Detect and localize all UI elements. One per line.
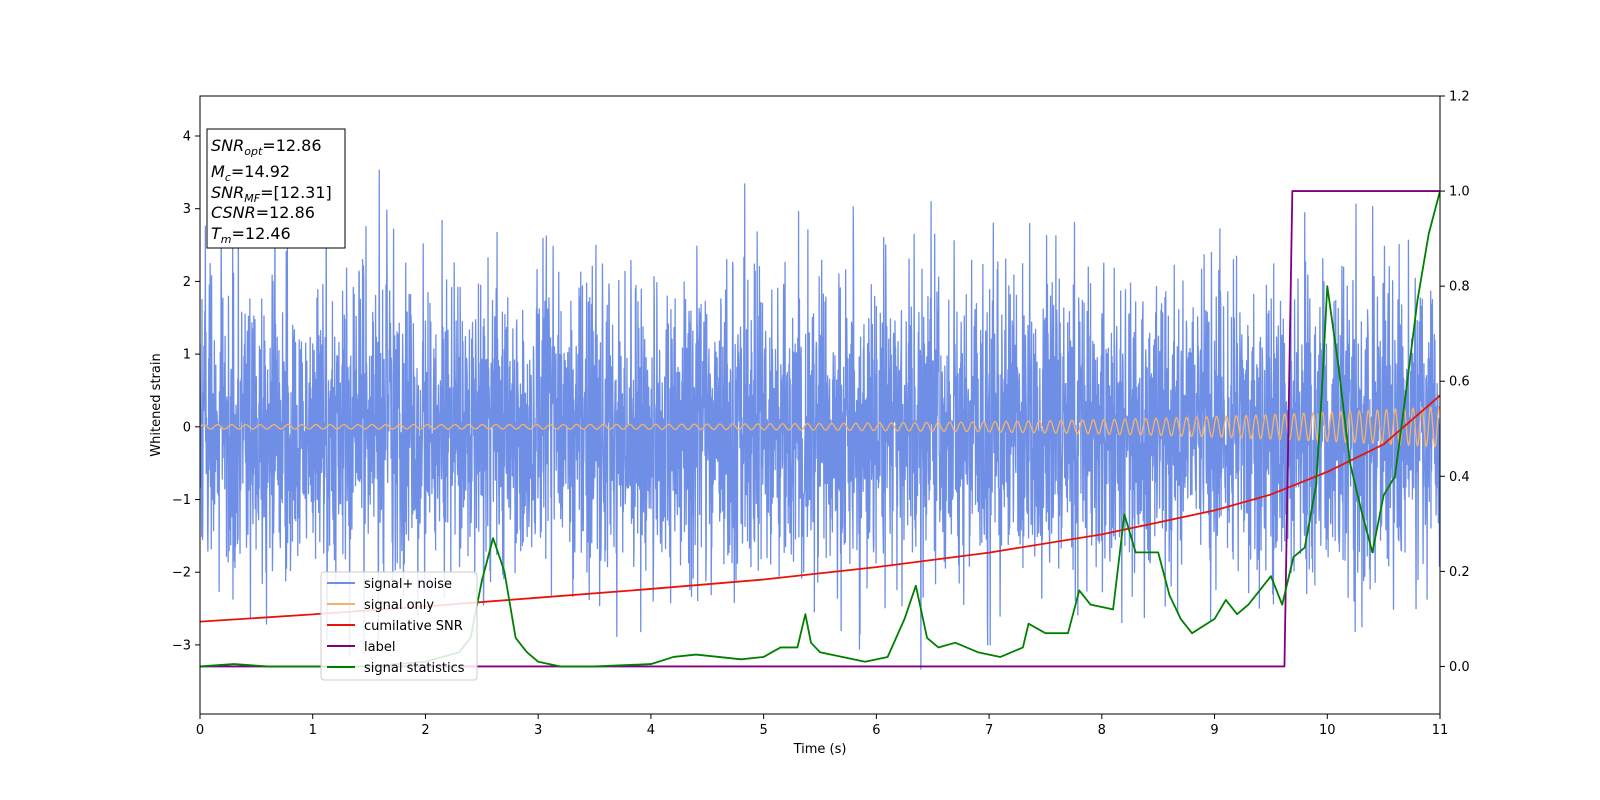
x-tick-label: 0 — [196, 723, 204, 738]
x-tick-label: 10 — [1319, 723, 1336, 738]
y-left-tick-label: −3 — [172, 638, 191, 653]
legend-item-label: label — [327, 640, 395, 655]
y-right-tick-label: 0.0 — [1449, 660, 1470, 675]
x-tick-label: 1 — [309, 723, 317, 738]
y-right-tick-label: 0.4 — [1449, 470, 1470, 485]
legend-label-label: label — [364, 640, 395, 655]
info-box: SNRopt=12.86 Mc=14.92 SNRMF=[12.31] CSNR… — [206, 128, 346, 249]
legend: signal+ noise signal only cumilative SNR… — [320, 571, 478, 681]
y-right-tick-label: 0.8 — [1449, 280, 1470, 295]
x-tick-label: 9 — [1210, 723, 1218, 738]
info-csnr: CSNR=12.86 — [211, 203, 315, 222]
x-tick-label: 5 — [759, 723, 767, 738]
series-label — [200, 190, 1440, 668]
y-left-tick-label: −2 — [172, 566, 191, 581]
legend-item-snr: cumilative SNR — [327, 619, 463, 634]
series-signal-only — [200, 405, 1440, 448]
x-tick-label: 3 — [534, 723, 542, 738]
x-tick-label: 2 — [421, 723, 429, 738]
legend-item-stats: signal statistics — [327, 661, 465, 676]
legend-item-noise: signal+ noise — [327, 577, 452, 592]
info-box-frame — [206, 128, 346, 249]
plot-frame — [199, 95, 1441, 715]
y-left-tick-label: 0 — [183, 420, 191, 435]
info-snr-mf: SNRMF=[12.31] — [211, 183, 332, 205]
x-tick-label: 11 — [1432, 723, 1449, 738]
series-signal-statistics — [200, 190, 1440, 668]
y-left-tick-label: 3 — [183, 202, 191, 217]
axes: 0 1 2 3 4 5 6 7 8 9 10 11 −3 −2 −1 0 1 2 3 4 0.0 0.2 0.4 0.6 0.8… — [172, 90, 1470, 739]
legend-label-noise: signal+ noise — [364, 577, 452, 592]
series-signal-noise — [200, 169, 1440, 670]
x-tick-label: 6 — [872, 723, 880, 738]
y-right-tick-label: 1.0 — [1449, 185, 1470, 200]
legend-label-signal: signal only — [364, 598, 434, 613]
y-left-tick-label: 4 — [183, 129, 191, 144]
info-tm: Tm=12.46 — [211, 224, 291, 246]
y-right-tick-label: 1.2 — [1449, 90, 1470, 105]
y-axis-label: Whitened strain — [149, 353, 164, 456]
y-left-tick-label: 2 — [183, 275, 191, 290]
y-right-tick-label: 0.2 — [1449, 565, 1470, 580]
x-tick-label: 8 — [1098, 723, 1106, 738]
x-tick-label: 7 — [985, 723, 993, 738]
y-right-tick-label: 0.6 — [1449, 375, 1470, 390]
info-mc: Mc=14.92 — [211, 162, 290, 184]
legend-item-signal: signal only — [327, 598, 434, 613]
x-tick-label: 4 — [647, 723, 655, 738]
legend-frame — [320, 571, 478, 681]
x-axis-label: Time (s) — [793, 742, 847, 757]
legend-label-snr: cumilative SNR — [364, 619, 463, 634]
y-left-tick-label: −1 — [172, 493, 191, 508]
y-left-tick-label: 1 — [183, 348, 191, 363]
legend-label-stats: signal statistics — [364, 661, 465, 676]
info-snr-opt: SNRopt=12.86 — [211, 136, 322, 158]
